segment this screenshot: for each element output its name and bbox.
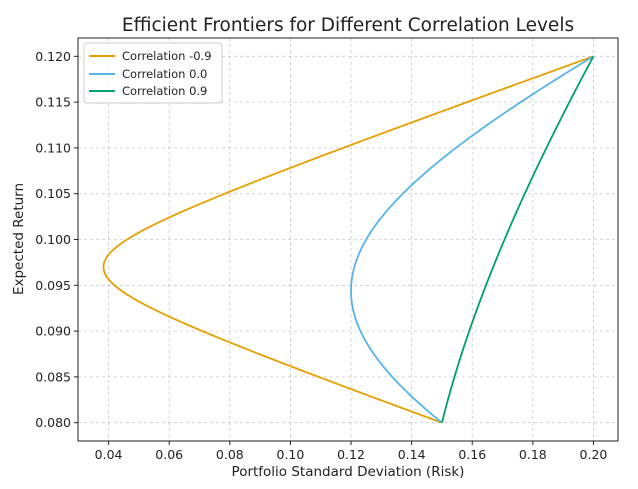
legend: Correlation -0.9 Correlation 0.0 Correla… [83, 42, 223, 104]
series-lines [102, 55, 595, 424]
y-axis-label: Expected Return [11, 183, 27, 295]
y-tick-label: 0.080 [35, 415, 71, 430]
x-tick-label: 0.14 [398, 447, 426, 462]
x-tick-label: 0.06 [155, 447, 183, 462]
y-tick-label: 0.085 [35, 369, 71, 384]
y-axis: 0.080 0.085 0.090 0.095 0.100 0.105 0.110 0.115… [35, 49, 78, 430]
x-tick-label: 0.18 [519, 447, 547, 462]
y-tick-label: 0.090 [35, 324, 71, 339]
legend-label-2: Correlation 0.9 [122, 84, 207, 98]
y-tick-label: 0.115 [35, 95, 71, 110]
x-tick-label: 0.16 [458, 447, 486, 462]
x-axis: 0.04 0.06 0.08 0.10 0.12 0.14 0.16 0.18 0.20 [95, 441, 608, 462]
y-tick-label: 0.120 [35, 49, 71, 64]
x-tick-label: 0.04 [95, 447, 123, 462]
series-line-2 [441, 55, 595, 423]
y-tick-label: 0.095 [35, 278, 71, 293]
x-tick-label: 0.10 [277, 447, 305, 462]
series-line-0 [102, 55, 594, 424]
chart-title: Efficient Frontiers for Different Correl… [122, 15, 574, 36]
x-tick-label: 0.20 [580, 447, 608, 462]
series-line-1 [350, 55, 594, 424]
y-tick-label: 0.105 [35, 186, 71, 201]
y-tick-label: 0.100 [35, 232, 71, 247]
legend-box [83, 42, 223, 104]
x-tick-label: 0.08 [216, 447, 244, 462]
legend-label-1: Correlation 0.0 [122, 67, 207, 81]
legend-label-0: Correlation -0.9 [122, 49, 212, 63]
x-axis-label: Portfolio Standard Deviation (Risk) [232, 464, 465, 480]
x-tick-label: 0.12 [337, 447, 365, 462]
y-tick-label: 0.110 [35, 140, 71, 155]
